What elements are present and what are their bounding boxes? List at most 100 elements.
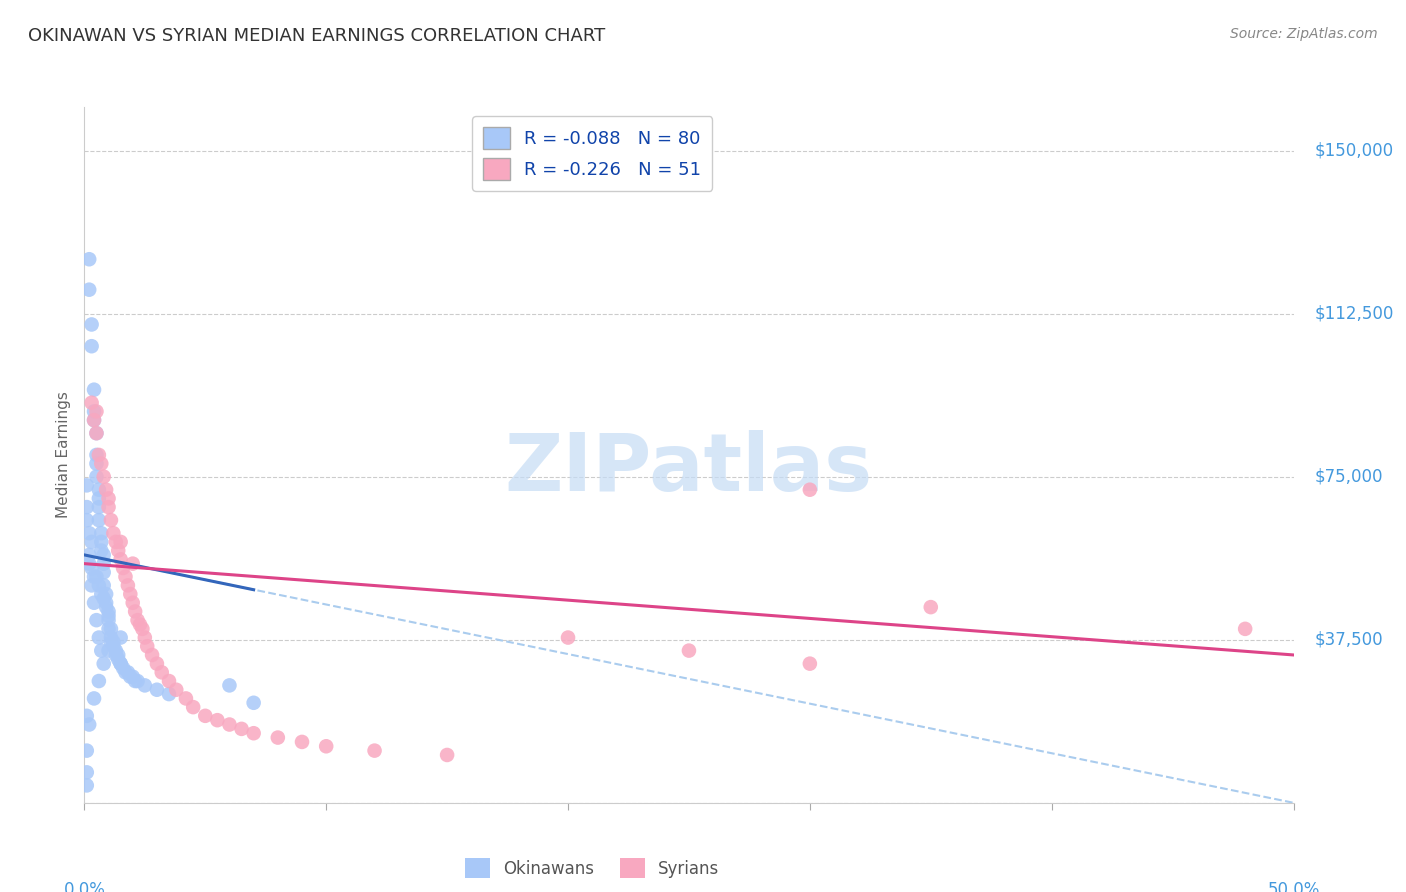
Point	[110, 631, 132, 645]
Point	[93, 657, 115, 671]
Point	[120, 670, 142, 684]
Text: OKINAWAN VS SYRIAN MEDIAN EARNINGS CORRELATION CHART: OKINAWAN VS SYRIAN MEDIAN EARNINGS CORRE…	[28, 27, 606, 45]
Point	[104, 643, 127, 657]
Text: $150,000: $150,000	[1315, 142, 1393, 160]
Point	[100, 631, 122, 645]
Point	[90, 535, 112, 549]
Point	[90, 457, 112, 471]
Point	[86, 448, 108, 462]
Point	[83, 383, 105, 397]
Text: 50.0%: 50.0%	[1267, 881, 1320, 892]
Point	[83, 570, 105, 584]
Text: Source: ZipAtlas.com: Source: ZipAtlas.com	[1230, 27, 1378, 41]
Point	[799, 483, 821, 497]
Point	[83, 691, 105, 706]
Point	[83, 413, 105, 427]
Point	[90, 643, 112, 657]
Point	[110, 535, 132, 549]
Point	[77, 717, 100, 731]
Point	[76, 765, 98, 780]
Point	[120, 587, 142, 601]
Point	[97, 608, 120, 623]
Point	[107, 652, 129, 666]
Point	[97, 605, 120, 619]
Point	[93, 548, 115, 562]
Point	[76, 744, 98, 758]
Point	[97, 643, 120, 657]
Point	[121, 557, 143, 571]
Point	[97, 491, 120, 506]
Point	[157, 674, 180, 689]
Point	[93, 557, 115, 571]
Point	[134, 678, 156, 692]
Point	[315, 739, 337, 754]
Point	[207, 713, 229, 727]
Point	[157, 687, 180, 701]
Point	[76, 708, 98, 723]
Point	[77, 548, 100, 562]
Point	[678, 643, 700, 657]
Point	[94, 600, 117, 615]
Point	[131, 622, 153, 636]
Point	[181, 700, 204, 714]
Point	[83, 413, 105, 427]
Point	[231, 722, 253, 736]
Text: $112,500: $112,500	[1315, 304, 1393, 323]
Point	[86, 404, 108, 418]
Text: $75,000: $75,000	[1315, 467, 1384, 485]
Point	[77, 283, 100, 297]
Point	[77, 526, 100, 541]
Point	[103, 526, 125, 541]
Point	[97, 613, 120, 627]
Point	[218, 717, 240, 731]
Point	[90, 587, 112, 601]
Point	[93, 591, 115, 606]
Point	[87, 483, 110, 497]
Point	[436, 747, 458, 762]
Point	[103, 635, 125, 649]
Point	[194, 708, 217, 723]
Point	[86, 570, 108, 584]
Point	[87, 491, 110, 506]
Point	[134, 631, 156, 645]
Point	[86, 426, 108, 441]
Point	[112, 661, 135, 675]
Point	[291, 735, 314, 749]
Point	[87, 500, 110, 514]
Point	[94, 483, 117, 497]
Point	[141, 648, 163, 662]
Point	[100, 635, 122, 649]
Point	[799, 657, 821, 671]
Point	[165, 682, 187, 697]
Point	[87, 631, 110, 645]
Point	[80, 561, 103, 575]
Text: $37,500: $37,500	[1315, 631, 1384, 648]
Point	[94, 596, 117, 610]
Point	[117, 578, 139, 592]
Point	[100, 513, 122, 527]
Point	[80, 535, 103, 549]
Point	[557, 631, 579, 645]
Point	[103, 639, 125, 653]
Point	[87, 578, 110, 592]
Point	[242, 696, 264, 710]
Point	[93, 469, 115, 483]
Point	[77, 557, 100, 571]
Point	[107, 648, 129, 662]
Point	[267, 731, 290, 745]
Point	[80, 339, 103, 353]
Point	[114, 665, 136, 680]
Point	[127, 674, 149, 689]
Point	[87, 448, 110, 462]
Point	[94, 587, 117, 601]
Text: ZIPatlas: ZIPatlas	[505, 430, 873, 508]
Point	[87, 674, 110, 689]
Point	[363, 744, 385, 758]
Point	[87, 513, 110, 527]
Point	[80, 578, 103, 592]
Point	[121, 670, 143, 684]
Point	[86, 469, 108, 483]
Point	[100, 622, 122, 636]
Point	[129, 617, 152, 632]
Point	[218, 678, 240, 692]
